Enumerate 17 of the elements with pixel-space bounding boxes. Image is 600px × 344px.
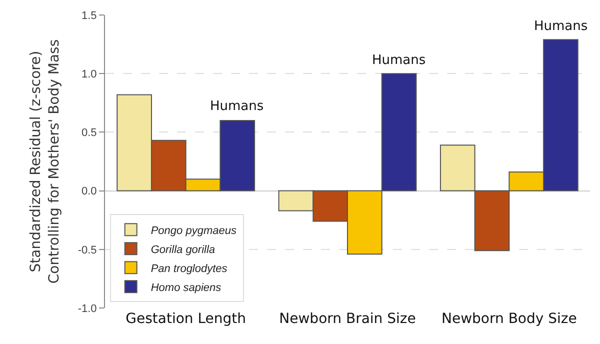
y-tick-label: -0.5 (78, 244, 97, 256)
annotation: Humans (534, 19, 588, 34)
legend-label: Gorilla gorilla (150, 244, 216, 256)
annotation: Humans (210, 99, 264, 114)
y-tick-label: 0.0 (82, 186, 97, 198)
legend-label: Pongo pygmaeus (150, 224, 237, 237)
annotation: Humans (372, 53, 426, 68)
y-tick-label: 1.5 (82, 10, 97, 22)
x-tick-label: Newborn Body Size (441, 311, 577, 327)
x-tick-label: Gestation Length (126, 311, 246, 327)
x-tick-label: Newborn Brain Size (279, 311, 416, 327)
y-tick-label: 0.5 (82, 127, 97, 140)
y-tick-label: 1.0 (82, 68, 97, 80)
y-axis-title: Standardized Residual (z-score) Controlling for Mothers' Body Mass (28, 39, 62, 284)
y-tick-label: -1.0 (78, 302, 97, 315)
legend-label: Pan troglodytes (150, 262, 228, 275)
legend-label: Homo sapiens (150, 282, 222, 294)
